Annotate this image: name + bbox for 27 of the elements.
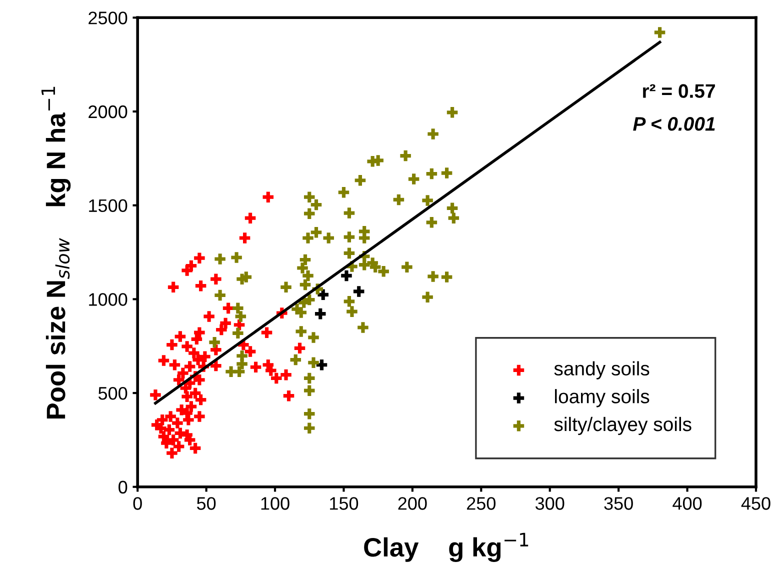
point [314, 308, 326, 320]
y-tick-label: 2500 [88, 12, 128, 24]
x-tick-label: 450 [741, 497, 770, 510]
x-tick-label: 400 [672, 497, 702, 510]
x-axis-title: Clay g kg$^{−1}$ [364, 532, 528, 562]
y-tick-label: 500 [98, 386, 128, 400]
y-tick-label: 1000 [89, 293, 128, 306]
y-tick-label: 1500 [89, 199, 128, 212]
legend-label: sandy soils [554, 361, 650, 380]
x-tick-label: 0 [133, 497, 142, 510]
annotation: r² = 0.57 [643, 84, 715, 98]
x-tick-label: 200 [398, 497, 427, 510]
legend-label: silty/clayey soils [554, 416, 692, 436]
y-tick-label: 0 [118, 480, 128, 494]
point [341, 270, 352, 282]
text: Pool size N$_{slow}$ kg N ha$^{−1}$ [41, 86, 71, 418]
x-tick-label: 150 [330, 497, 358, 510]
x-tick-label: 300 [535, 497, 564, 510]
x-tick-label: 100 [261, 497, 290, 510]
x-tick-label: 350 [604, 497, 633, 510]
point [318, 289, 328, 300]
annotation: P < 0.001 [633, 117, 715, 131]
y-tick-label: 2000 [88, 105, 128, 118]
x-tick-label: 250 [466, 497, 496, 510]
point [353, 286, 364, 297]
legend-label: loamy soils [555, 389, 650, 408]
x-tick-label: 50 [196, 497, 216, 510]
